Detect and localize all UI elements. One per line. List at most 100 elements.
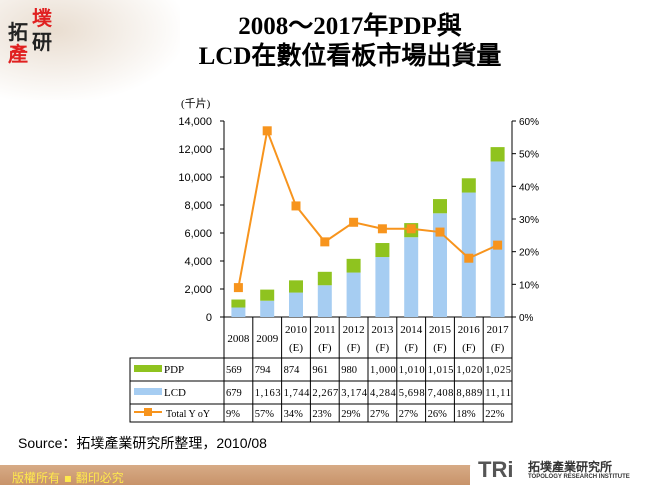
bar-pdp <box>490 147 505 162</box>
category-label: 2014 <box>400 324 423 336</box>
y-tick-label: 6,000 <box>184 228 212 240</box>
bar-lcd <box>490 161 505 317</box>
logo-char: 墣 <box>32 6 52 30</box>
category-label: 2011 <box>314 324 336 336</box>
legend-label: LCD <box>164 387 186 399</box>
bar-lcd <box>260 300 275 317</box>
table-cell: 7,408 <box>428 388 454 399</box>
category-label: 2008 <box>227 333 250 345</box>
category-label: 2017 <box>487 324 510 336</box>
table-cell: 1,010 <box>399 365 425 376</box>
table-cell: 679 <box>226 388 242 399</box>
table-cell: 2,267 <box>312 388 338 399</box>
logo: 拓 墣 產 研 <box>8 6 62 66</box>
y2-tick-label: 10% <box>519 280 539 291</box>
logo-char: 研 <box>32 30 52 54</box>
table-cell: 1,000 <box>370 365 396 376</box>
bar-lcd <box>346 272 361 317</box>
org-logo: TRi <box>478 457 514 482</box>
bar-pdp <box>433 199 447 214</box>
logo-char: 產 <box>8 42 28 66</box>
marker-yoy <box>320 237 330 247</box>
legend-label: Total Y oY <box>166 409 210 420</box>
table-cell: 27% <box>370 409 390 420</box>
table-cell: 569 <box>226 365 242 376</box>
category-label: 2012 <box>343 324 365 336</box>
marker-yoy <box>406 224 416 234</box>
legend-yoy-marker <box>144 408 152 416</box>
table-cell: 980 <box>341 365 357 376</box>
table-cell: 23% <box>312 409 332 420</box>
background-map <box>0 0 180 100</box>
org-logo-area <box>470 455 650 485</box>
chart-title: 2008～2017年PDP與 LCD在數位看板市場出貨量 <box>150 12 550 72</box>
category-label: 2010 <box>285 324 308 336</box>
bar-pdp <box>260 289 275 301</box>
y2-tick-label: 50% <box>519 150 539 161</box>
y-tick-label: 8,000 <box>184 200 212 212</box>
category-sublabel: (F) <box>462 342 476 354</box>
bar-pdp <box>461 178 476 193</box>
table-cell: 4,284 <box>370 388 397 399</box>
category-label: 2016 <box>458 324 481 336</box>
marker-yoy <box>377 224 387 234</box>
y2-tick-label: 40% <box>519 182 539 193</box>
table-cell: 5,698 <box>399 388 425 399</box>
bar-pdp <box>346 258 361 273</box>
table-cell: 29% <box>341 409 361 420</box>
category-sublabel: (E) <box>289 342 303 354</box>
org-name-cn: 拓墣產業研究所 <box>528 460 613 474</box>
table-cell: 1,015 <box>428 365 454 376</box>
table-cell: 8,889 <box>456 388 482 399</box>
bar-pdp <box>375 243 390 258</box>
category-sublabel: (F) <box>404 342 418 354</box>
bar-pdp <box>231 299 246 308</box>
table-cell: 18% <box>456 409 476 420</box>
bar-pdp <box>317 271 332 286</box>
legend-label: PDP <box>164 364 184 376</box>
marker-yoy <box>291 201 301 211</box>
category-sublabel: (F) <box>376 342 390 354</box>
category-label: 2009 <box>256 333 279 345</box>
marker-yoy <box>493 240 503 250</box>
y-axis-unit: (千片) <box>181 98 211 110</box>
table-cell: 794 <box>255 365 271 376</box>
marker-yoy <box>349 217 359 227</box>
logo-char: 拓 <box>8 20 28 44</box>
y-tick-label: 14,000 <box>178 116 212 128</box>
y-tick-label: 10,000 <box>178 172 212 184</box>
copyright: 版權所有 ▪ 翻印必究 <box>12 471 124 485</box>
bar-lcd <box>433 213 447 317</box>
category-label: 2015 <box>429 324 452 336</box>
table-cell: 11,11 <box>485 388 511 399</box>
y2-tick-label: 60% <box>519 117 539 128</box>
line-yoy <box>237 127 499 288</box>
category-sublabel: (F) <box>318 342 332 354</box>
category-sublabel: (F) <box>491 342 505 354</box>
bar-lcd <box>231 307 246 317</box>
y-tick-label: 4,000 <box>184 256 212 268</box>
title-line-2: LCD在數位看板市場出貨量 <box>198 43 502 70</box>
table-cell: 1,163 <box>255 388 281 399</box>
y-tick-label: 0 <box>206 312 212 324</box>
table-cell: 1,020 <box>456 365 482 376</box>
table-cell: 961 <box>312 365 328 376</box>
table-cell: 26% <box>428 409 448 420</box>
category-sublabel: (F) <box>347 342 361 354</box>
table-cell: 1,744 <box>284 388 311 399</box>
table-cell: 22% <box>485 409 505 420</box>
y2-tick-label: 20% <box>519 248 539 259</box>
bar-lcd <box>404 237 419 317</box>
table-cell: 34% <box>284 409 304 420</box>
table-cell: 27% <box>399 409 419 420</box>
bar-lcd <box>317 285 332 317</box>
marker-yoy <box>435 227 445 237</box>
table-cell: 57% <box>255 409 274 420</box>
table-cell: 3,174 <box>341 388 368 399</box>
title-line-1: 2008～2017年PDP與 <box>238 13 462 40</box>
bar-pdp <box>289 280 303 293</box>
marker-yoy <box>262 126 272 136</box>
table-cell: 9% <box>226 409 240 420</box>
legend-lcd-swatch <box>134 388 162 395</box>
